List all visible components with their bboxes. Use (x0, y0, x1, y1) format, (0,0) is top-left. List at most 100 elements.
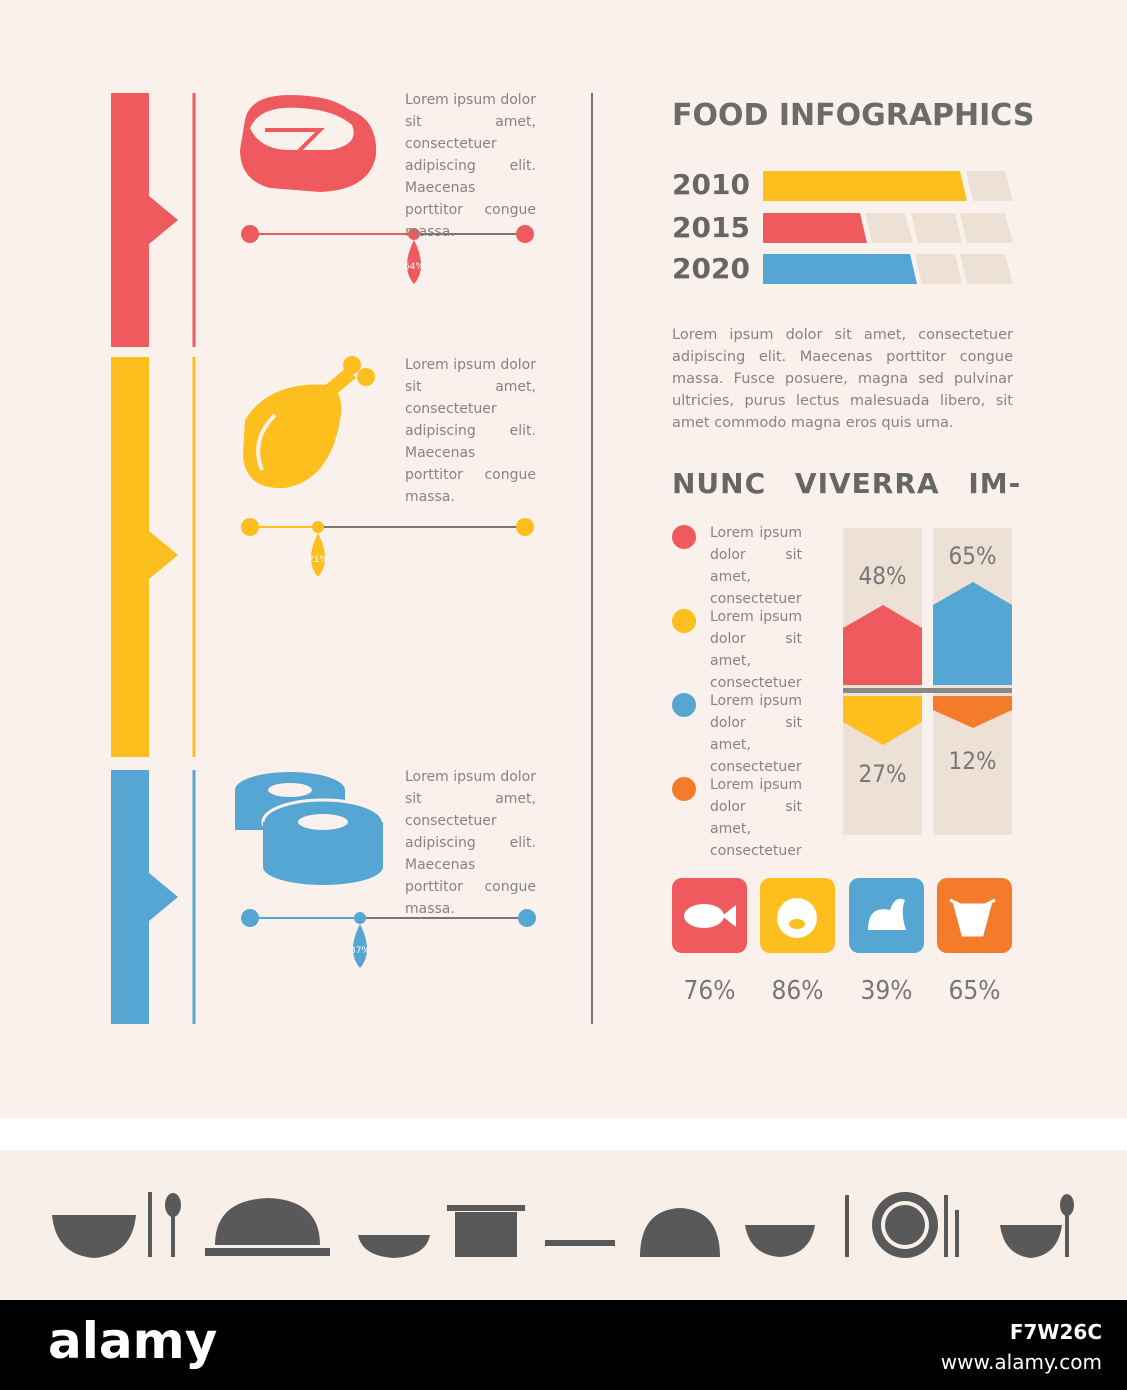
chicken-icon (324, 366, 356, 398)
year-bar (763, 171, 967, 201)
baseline (843, 688, 1012, 693)
year-bar (763, 254, 917, 284)
sushi-icon (268, 783, 312, 797)
slider-dot (518, 909, 536, 927)
juicer (745, 1225, 815, 1257)
fork (845, 1195, 849, 1257)
arrow-down (933, 696, 1012, 728)
drop-label: 64% (403, 262, 424, 272)
band (0, 1118, 1127, 1150)
bowl (1000, 1225, 1062, 1258)
timeline-bar (111, 93, 149, 347)
cow (949, 898, 996, 937)
timeline-bar (111, 357, 149, 757)
spoon (1060, 1194, 1074, 1216)
slider-dot (516, 518, 534, 536)
year-bar-bg (915, 254, 962, 284)
timeline-pointer (149, 531, 178, 579)
bowl (52, 1215, 136, 1258)
sushi-icon (298, 814, 348, 830)
legend-dot (672, 777, 696, 801)
year-bar-bg (966, 171, 1013, 201)
knife (944, 1195, 948, 1257)
timeline-pointer (149, 196, 178, 244)
arrow-label: 48% (858, 562, 907, 590)
icon-label: 39% (860, 976, 913, 1006)
slider-dot (312, 521, 324, 533)
spoon (171, 1210, 175, 1257)
icon-label: 65% (948, 976, 1001, 1006)
legend-text: Lorem ipsum dolor sit amet, consectetuer (710, 525, 802, 607)
arrow-up (843, 605, 922, 685)
year-bar (763, 213, 867, 243)
drop-label: 21% (307, 555, 328, 565)
pot (455, 1212, 517, 1257)
year-label: 2020 (672, 252, 750, 285)
footer-bar (0, 1300, 1127, 1390)
pig (789, 919, 805, 929)
timeline-pointer (149, 873, 178, 921)
band (0, 1150, 1127, 1300)
fish (722, 905, 736, 927)
pan (545, 1240, 615, 1246)
arrow-label: 65% (948, 542, 997, 570)
year-label: 2010 (672, 168, 750, 201)
spoon (165, 1193, 181, 1217)
sushi-icon (263, 849, 383, 885)
kitchen-icons (52, 1192, 1074, 1258)
hen (868, 898, 906, 930)
drop (407, 240, 421, 284)
title: FOOD INFOGRAPHICS (672, 98, 1035, 133)
drop (311, 533, 325, 577)
arrow-label: 12% (948, 747, 997, 775)
arrow-down (843, 696, 922, 745)
plate (885, 1205, 925, 1245)
image-id: F7W26C (1009, 1320, 1102, 1344)
cloche (215, 1198, 320, 1245)
pasta (358, 1235, 430, 1258)
steak-icon (265, 128, 325, 162)
url: www.alamy.com (940, 1350, 1102, 1374)
spoon (955, 1210, 959, 1257)
arrow-label: 27% (858, 760, 907, 788)
spoon (1065, 1210, 1069, 1257)
subtitle: NUNC VIVERRA IM- (672, 467, 1022, 500)
year-bar-bg (960, 213, 1013, 243)
kettle (640, 1208, 720, 1257)
year-bar-bg (911, 213, 962, 243)
legend-dot (672, 525, 696, 549)
year-label: 2015 (672, 211, 750, 244)
slider-dot (241, 518, 259, 536)
timeline-text: Lorem ipsum dolor sit amet, consectetuer… (405, 769, 536, 917)
slider-dot (241, 909, 259, 927)
timeline-text: Lorem ipsum dolor sit amet, consectetuer… (405, 357, 536, 505)
year-bar-bg (960, 254, 1013, 284)
pig (777, 898, 817, 938)
pot (447, 1205, 525, 1211)
brand: alamy (48, 1312, 218, 1370)
chicken-icon (357, 368, 375, 386)
timeline-bar (111, 770, 149, 1024)
legend-text: Lorem ipsum dolor sit amet, consectetuer (710, 609, 802, 691)
chicken-icon (243, 384, 342, 489)
year-bars (763, 171, 1013, 284)
fish (684, 904, 724, 928)
timeline-text: Lorem ipsum dolor sit amet, consectetuer… (405, 92, 536, 240)
legend-text: Lorem ipsum dolor sit amet, consectetuer (710, 693, 802, 775)
cloche (205, 1248, 330, 1256)
chicken-icon (343, 356, 361, 374)
chicken-icon (256, 413, 277, 471)
slider-dot (516, 225, 534, 243)
fork (148, 1192, 152, 1257)
slider-dot (241, 225, 259, 243)
legend-text: Lorem ipsum dolor sit amet, consectetuer (710, 777, 802, 859)
legend-dot (672, 693, 696, 717)
icon-label: 86% (771, 976, 824, 1006)
year-bar-bg (865, 213, 913, 243)
icon-label: 76% (683, 976, 736, 1006)
drop-label: 37% (349, 946, 370, 956)
slider-dot (354, 912, 366, 924)
slider-dot (408, 228, 420, 240)
arrow-up (933, 582, 1012, 685)
